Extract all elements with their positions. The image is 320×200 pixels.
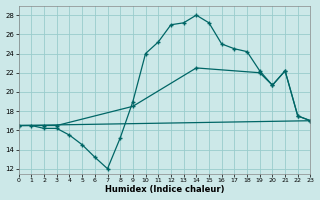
X-axis label: Humidex (Indice chaleur): Humidex (Indice chaleur)	[105, 185, 224, 194]
